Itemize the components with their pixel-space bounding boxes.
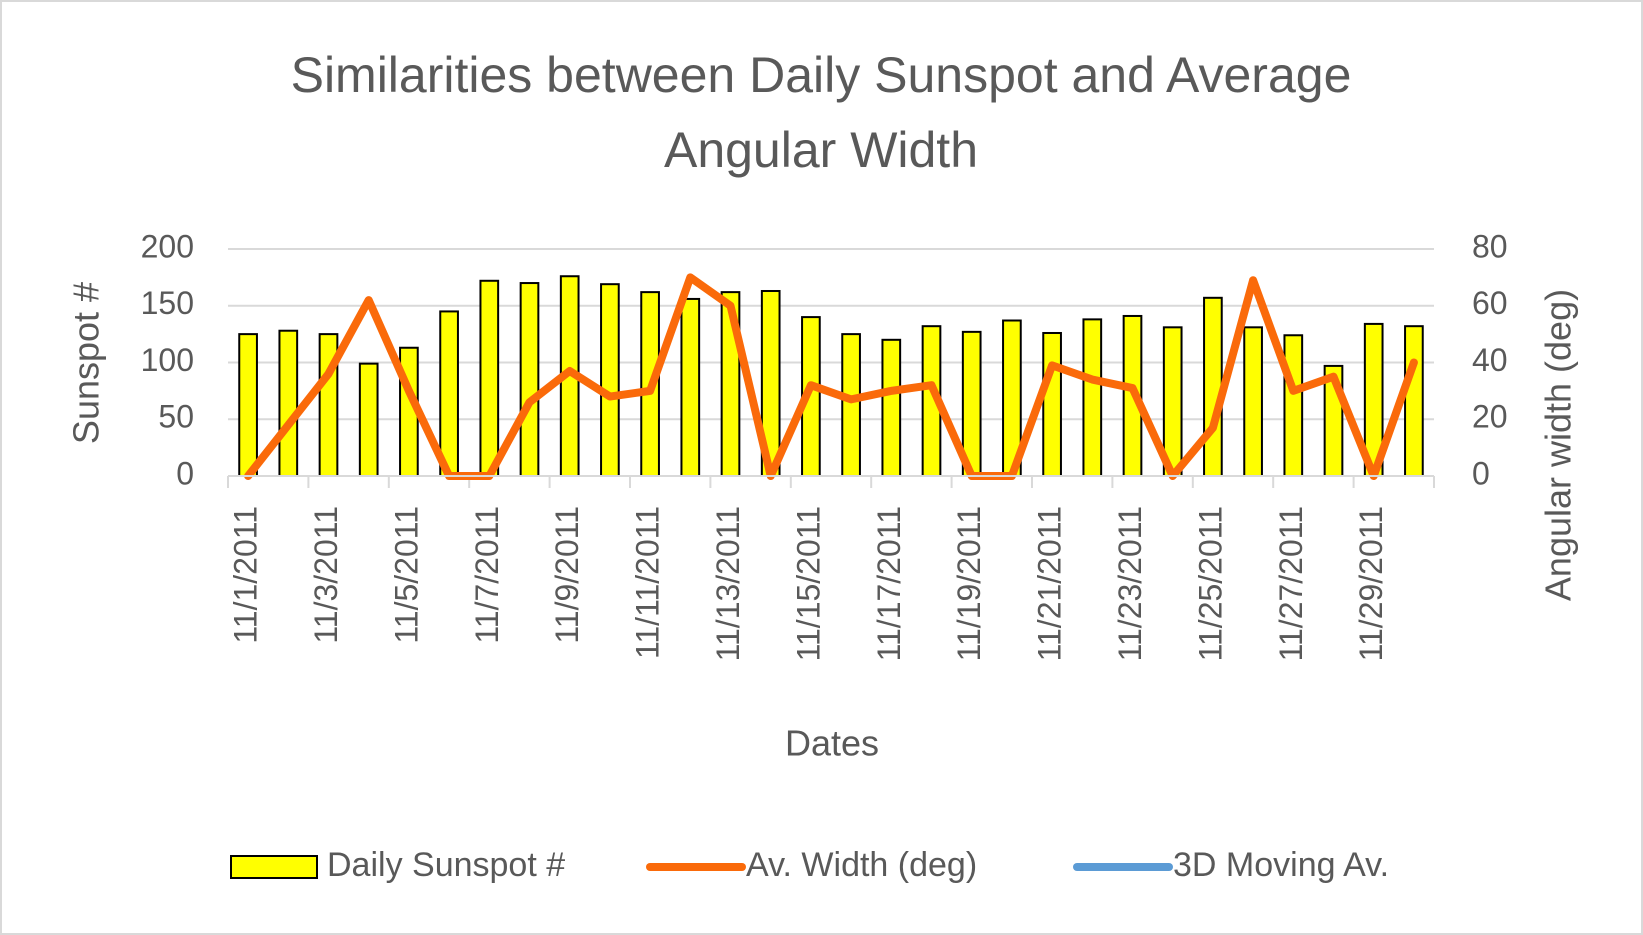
- x-tick-label: 11/11/2011: [630, 506, 666, 659]
- x-tick-label: 11/9/2011: [549, 506, 585, 644]
- y2-tick-label: 0: [1472, 455, 1490, 491]
- x-tick-label: 11/21/2011: [1032, 506, 1068, 661]
- bar: [881, 338, 902, 477]
- line: [244, 273, 1418, 480]
- legend-swatch: [230, 855, 318, 879]
- bar: [680, 297, 701, 477]
- y-tick-label: 150: [141, 285, 194, 321]
- x-tick-label: 11/23/2011: [1112, 506, 1148, 661]
- y-axis-title: Sunspot #: [66, 282, 107, 444]
- legend-label: Daily Sunspot #: [327, 846, 565, 884]
- bar: [519, 282, 540, 477]
- legend-label: 3D Moving Av.: [1173, 846, 1389, 884]
- y2-tick-label: 20: [1472, 399, 1508, 435]
- y-tick-label: 0: [176, 455, 194, 491]
- x-tick-label: 11/7/2011: [469, 506, 505, 644]
- bar: [1203, 296, 1223, 477]
- y2-tick-label: 80: [1472, 228, 1508, 264]
- y-tick-label: 100: [141, 342, 194, 378]
- bar: [358, 362, 379, 478]
- bar: [278, 329, 299, 477]
- legend-label: Av. Width (deg): [746, 846, 977, 884]
- x-tick-label: 11/5/2011: [388, 506, 424, 644]
- bar: [238, 333, 258, 477]
- bar: [439, 310, 459, 477]
- bar: [600, 283, 620, 477]
- bar: [1042, 331, 1062, 477]
- x-tick-label: 11/29/2011: [1353, 506, 1389, 661]
- x-tick-label: 11/3/2011: [308, 506, 344, 644]
- x-tick-label: 11/27/2011: [1273, 506, 1309, 661]
- y2-axis-title: Angular width (deg): [1538, 289, 1579, 601]
- x-tick-label: 11/15/2011: [790, 506, 826, 661]
- y2-tick-label: 60: [1472, 285, 1508, 321]
- y2-tick-label: 40: [1472, 342, 1508, 378]
- x-tick-label: 11/25/2011: [1192, 506, 1228, 661]
- bar: [1082, 318, 1103, 477]
- y-tick-label: 200: [141, 228, 194, 264]
- bar: [479, 279, 500, 477]
- x-tick-label: 11/1/2011: [228, 506, 264, 644]
- y-tick-label: 50: [158, 399, 194, 435]
- x-tick-label: 11/13/2011: [710, 506, 746, 661]
- bar: [1243, 326, 1263, 477]
- x-tick-label: 11/19/2011: [951, 506, 987, 661]
- bar: [1404, 325, 1424, 477]
- bar: [841, 333, 861, 477]
- bar: [1283, 334, 1304, 478]
- chart-title: Similarities between Daily Sunspot and A…: [291, 47, 1352, 178]
- x-axis-title: Dates: [785, 723, 879, 764]
- x-tick-label: 11/17/2011: [871, 506, 907, 661]
